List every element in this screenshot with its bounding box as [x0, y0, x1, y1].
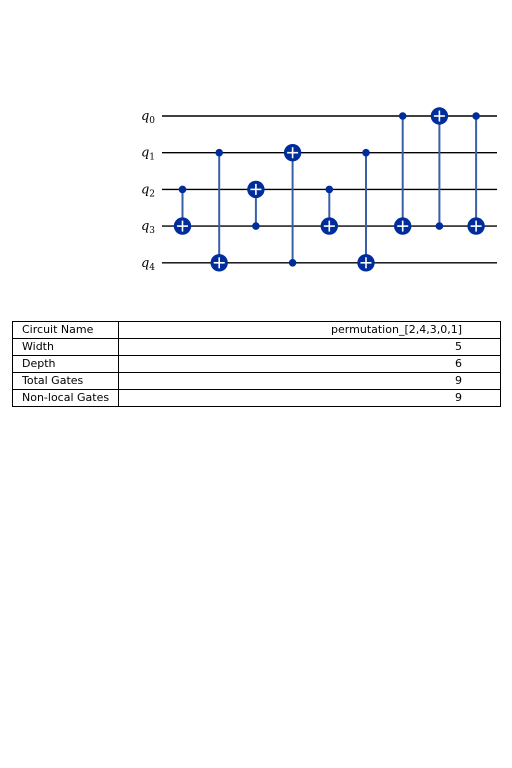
- control-dot: [252, 222, 260, 230]
- control-dot: [325, 185, 334, 194]
- row-label-non-local-gates: Non-local Gates: [11, 389, 120, 407]
- row-value-non-local-gates: 9: [118, 389, 501, 407]
- circuit-info-table: Circuit Name permutation_[2,4,3,0,1] Wid…: [11, 321, 501, 407]
- control-dot: [362, 148, 370, 157]
- control-dot: [288, 259, 297, 267]
- control-dot: [398, 112, 407, 120]
- row-label-width: Width: [11, 338, 120, 356]
- control-dot: [435, 222, 444, 230]
- row-value-depth: 6: [118, 355, 501, 373]
- table-row: Width 5: [11, 338, 501, 356]
- qubit-label-1: q1: [141, 146, 155, 163]
- row-value-circuit-name: permutation_[2,4,3,0,1]: [118, 321, 501, 339]
- row-label-circuit-name: Circuit Name: [11, 321, 120, 339]
- qubit-label-2: q2: [141, 182, 155, 199]
- control-dot: [178, 185, 187, 194]
- table-row: Circuit Name permutation_[2,4,3,0,1]: [11, 321, 501, 339]
- qubit-label-0: q0: [141, 109, 155, 126]
- circuit-diagram: q0 q1 q2 q3 q4: [141, 107, 497, 273]
- table-row: Total Gates 9: [11, 372, 501, 390]
- table-row: Depth 6: [11, 355, 501, 373]
- control-dot: [215, 148, 223, 157]
- row-label-total-gates: Total Gates: [11, 372, 120, 390]
- control-dot: [472, 112, 480, 120]
- row-value-total-gates: 9: [118, 372, 501, 390]
- qubit-label-4: q4: [141, 256, 155, 273]
- row-label-depth: Depth: [11, 355, 120, 373]
- row-value-width: 5: [118, 338, 501, 356]
- qubit-label-3: q3: [141, 219, 155, 236]
- table-row: Non-local Gates 9: [11, 389, 501, 407]
